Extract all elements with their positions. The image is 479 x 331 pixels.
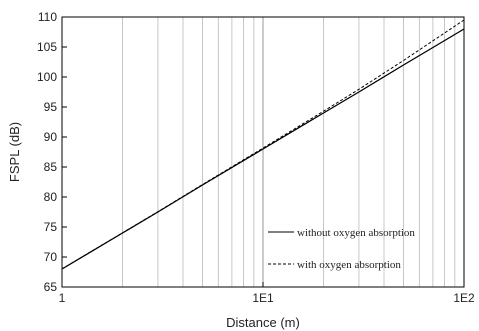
series-line-with-oxygen (61, 19, 465, 270)
y-tick-label: 100 (37, 70, 57, 84)
legend: without oxygen absorption with oxygen abs… (268, 227, 415, 271)
y-axis-title: FSPL (dB) (7, 122, 22, 182)
y-tick-label: 70 (44, 250, 58, 264)
y-tick-label: 65 (44, 280, 58, 294)
x-tick-label: 1E2 (453, 291, 475, 305)
series-line-without-oxygen (61, 28, 465, 270)
y-axis-ticks: 65 70 75 80 85 90 95 100 105 110 (37, 10, 67, 294)
legend-label: without oxygen absorption (297, 227, 415, 239)
legend-label: with oxygen absorption (297, 259, 401, 271)
y-tick-label: 85 (44, 160, 58, 174)
x-axis-title: Distance (m) (226, 315, 300, 330)
y-tick-label: 75 (44, 220, 58, 234)
y-tick-label: 110 (38, 10, 57, 24)
y-tick-label: 80 (44, 190, 58, 204)
x-tick-label: 1E1 (252, 291, 274, 305)
x-tick-label: 1 (59, 291, 66, 305)
y-tick-label: 95 (44, 100, 58, 114)
series-layer (61, 19, 465, 270)
grid (122, 17, 456, 287)
y-tick-label: 90 (44, 130, 58, 144)
y-tick-label: 105 (37, 40, 57, 54)
x-axis-ticks: 1 1E1 1E2 (59, 282, 475, 305)
